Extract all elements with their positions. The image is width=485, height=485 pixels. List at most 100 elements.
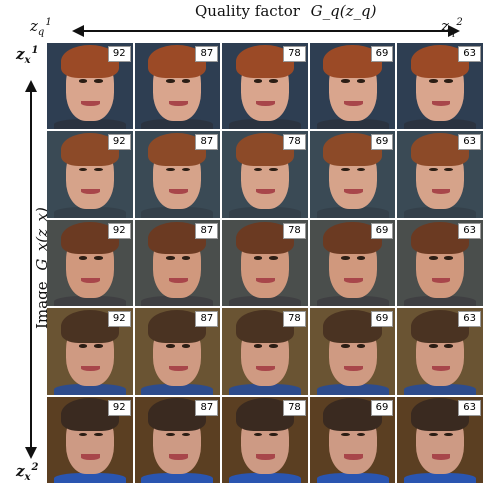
right-eye-icon <box>269 256 278 260</box>
right-eye-icon <box>94 79 103 83</box>
shirt-shape <box>229 384 301 395</box>
arrow-left-icon <box>72 25 84 37</box>
shirt-shape <box>53 119 126 130</box>
shirt-shape <box>229 119 301 130</box>
face-thumbnail: 78 <box>222 308 308 395</box>
face-thumbnail: 87 <box>134 308 221 395</box>
left-eye-icon <box>341 167 350 172</box>
face-thumbnail: 92 <box>47 131 133 218</box>
face-thumbnail: 69 <box>309 219 396 307</box>
quality-score-badge: 69 <box>370 222 394 239</box>
quality-score-badge: 92 <box>107 134 131 151</box>
face-thumbnail: 63 <box>397 131 483 218</box>
mouth-icon <box>256 189 276 195</box>
quality-axis-label: Quality factor <box>195 2 300 20</box>
quality-score-badge: 87 <box>195 222 219 239</box>
left-eye-icon <box>253 344 263 348</box>
right-eye-icon <box>444 256 453 260</box>
face-thumbnail: 78 <box>222 43 308 130</box>
face-thumbnail: 69 <box>309 396 396 483</box>
left-eye-icon <box>341 256 350 260</box>
mouth-icon <box>168 277 188 283</box>
left-eye-icon <box>78 432 88 437</box>
shirt-shape <box>141 295 214 307</box>
quality-score-badge: 69 <box>370 311 394 328</box>
shirt-shape <box>141 207 214 218</box>
face-thumbnail: 69 <box>309 308 396 395</box>
mouth-icon <box>431 100 451 107</box>
quality-score-badge: 92 <box>107 399 131 416</box>
shirt-shape <box>404 384 477 395</box>
right-eye-icon <box>181 344 191 348</box>
shirt-shape <box>316 384 389 395</box>
right-eye-icon <box>94 432 103 437</box>
right-eye-icon <box>356 167 366 172</box>
shirt-shape <box>229 207 301 218</box>
quality-score-badge: 92 <box>107 46 131 62</box>
right-eye-icon <box>181 256 191 260</box>
quality-score-badge: 87 <box>195 311 219 328</box>
right-eye-icon <box>444 344 453 348</box>
left-eye-icon <box>341 432 350 437</box>
left-eye-icon <box>78 256 88 260</box>
mouth-icon <box>256 277 276 283</box>
quality-axis-function: G_q(z_q) <box>310 2 377 20</box>
quality-axis-title: Quality factor G_q(z_q) <box>195 2 376 20</box>
shirt-shape <box>404 119 477 130</box>
mouth-icon <box>168 100 188 107</box>
face-thumbnail: 92 <box>47 396 133 483</box>
face-thumbnail: 92 <box>47 308 133 395</box>
mouth-icon <box>81 366 101 372</box>
left-eye-icon <box>429 79 438 83</box>
left-eye-icon <box>429 256 438 260</box>
mouth-icon <box>344 100 363 107</box>
face-thumbnail: 87 <box>134 396 221 483</box>
left-eye-icon <box>166 79 175 83</box>
right-eye-icon <box>356 256 366 260</box>
mouth-icon <box>168 189 188 195</box>
right-eye-icon <box>269 79 278 83</box>
quality-score-badge: 87 <box>195 134 219 151</box>
shirt-shape <box>229 472 301 483</box>
shirt-shape <box>53 472 126 483</box>
left-eye-icon <box>341 79 350 83</box>
right-eye-icon <box>269 167 278 172</box>
face-thumbnail: 69 <box>309 43 396 130</box>
right-eye-icon <box>356 344 366 348</box>
quality-score-badge: 69 <box>370 399 394 416</box>
mouth-icon <box>256 454 276 460</box>
face-thumbnail: 87 <box>134 219 221 307</box>
quality-score-badge: 63 <box>458 134 481 151</box>
quality-score-badge: 63 <box>458 399 481 416</box>
quality-axis-arrow-line <box>77 30 453 32</box>
quality-score-badge: 92 <box>107 311 131 328</box>
mouth-icon <box>344 454 363 460</box>
quality-score-badge: 87 <box>195 399 219 416</box>
right-eye-icon <box>444 432 453 437</box>
right-eye-icon <box>356 432 366 437</box>
right-eye-icon <box>181 79 191 83</box>
face-thumbnail: 78 <box>222 131 308 218</box>
left-eye-icon <box>78 167 88 172</box>
zq-start-label: zq1 <box>30 17 52 38</box>
arrow-down-icon <box>25 447 37 459</box>
shirt-shape <box>404 472 477 483</box>
face-thumbnail: 87 <box>134 131 221 218</box>
shirt-shape <box>141 119 214 130</box>
face-thumbnail: 69 <box>309 131 396 218</box>
right-eye-icon <box>269 432 278 437</box>
quality-score-badge: 78 <box>283 399 306 416</box>
shirt-shape <box>316 207 389 218</box>
quality-score-badge: 92 <box>107 222 131 239</box>
quality-score-badge: 63 <box>458 311 481 328</box>
left-eye-icon <box>429 167 438 172</box>
image-axis-arrow-line <box>30 88 32 450</box>
shirt-shape <box>316 472 389 483</box>
right-eye-icon <box>94 256 103 260</box>
left-eye-icon <box>429 344 438 348</box>
mouth-icon <box>431 366 451 372</box>
right-eye-icon <box>444 167 453 172</box>
mouth-icon <box>81 100 101 107</box>
face-thumbnail: 92 <box>47 219 133 307</box>
mouth-icon <box>81 189 101 195</box>
